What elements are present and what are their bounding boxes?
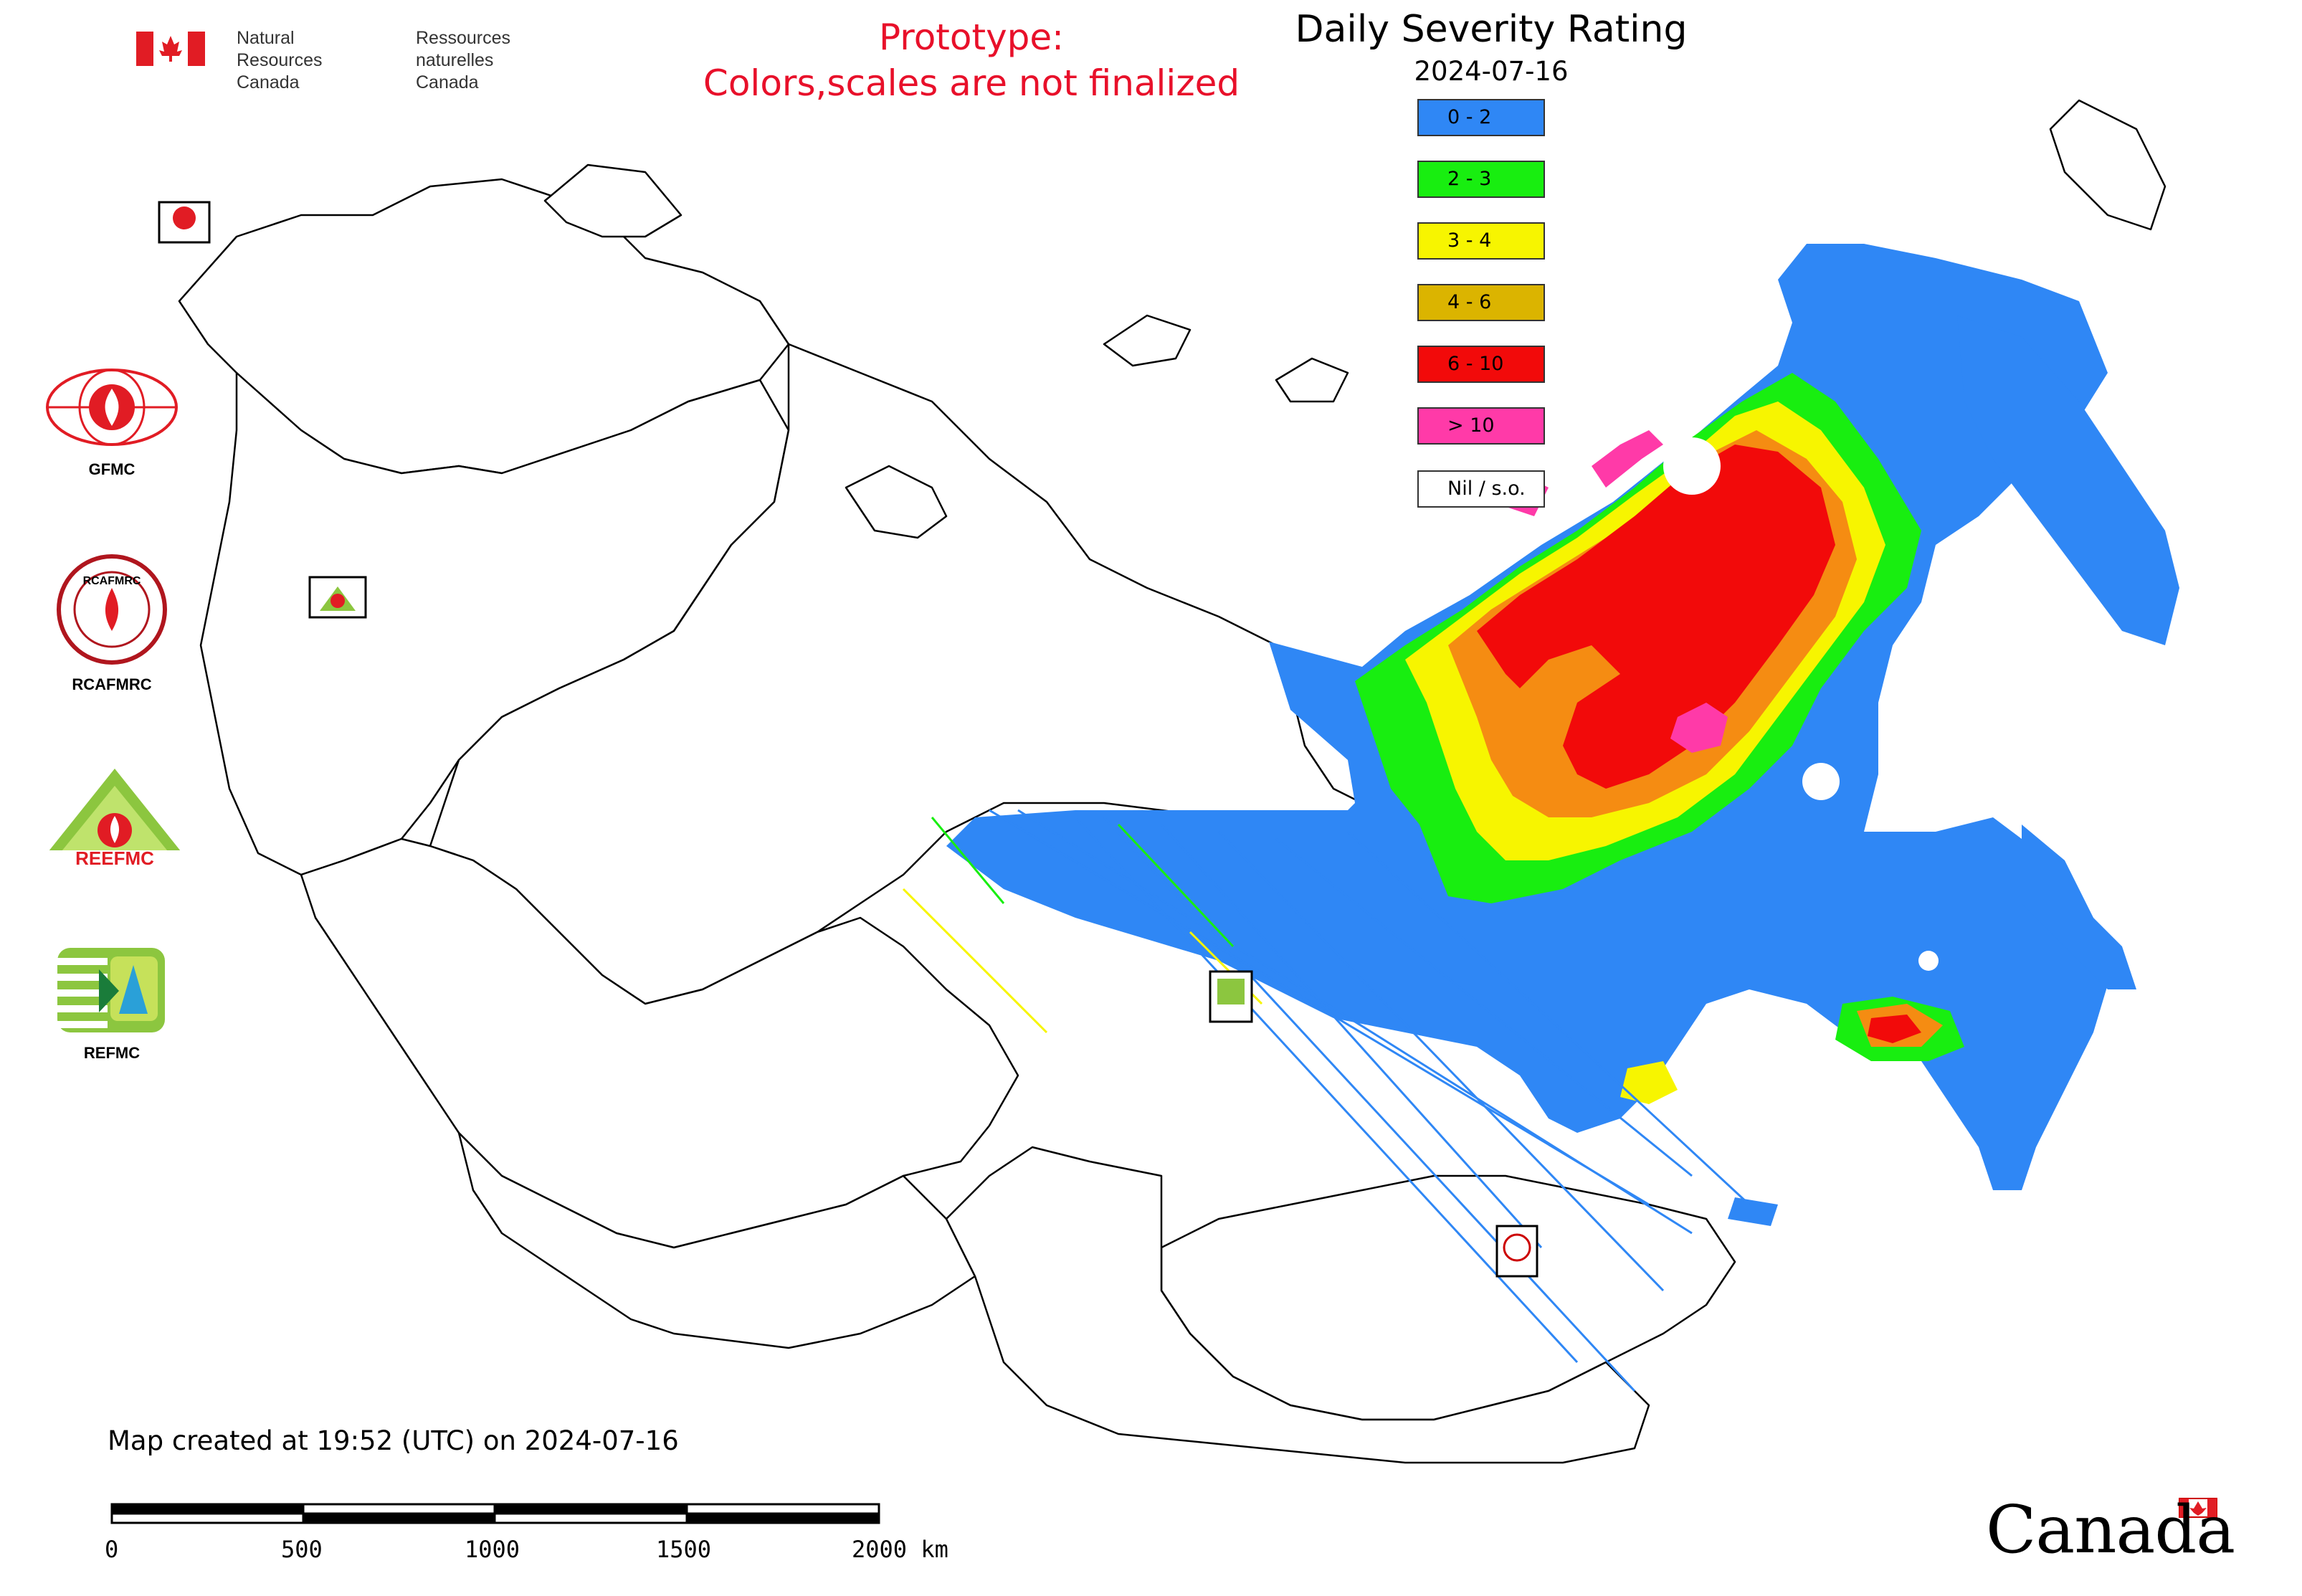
map-date: 2024-07-16 — [1414, 56, 1569, 87]
refmc-logo: REFMC — [47, 944, 176, 1063]
scale-tick-2000: 2000 km — [852, 1536, 948, 1563]
scale-tick-0: 0 — [105, 1536, 119, 1563]
department-name-fr: Ressources naturelles Canada — [416, 28, 510, 92]
gfmc-emblem-icon — [46, 369, 178, 446]
refmc-emblem-icon — [57, 948, 165, 1032]
reefmc-logo: REEFMC — [36, 766, 194, 878]
svg-text:REEFMC: REEFMC — [75, 847, 154, 869]
created-timestamp: Map created at 19:52 (UTC) on 2024-07-16 — [108, 1425, 679, 1456]
canada-wordmark-flag — [2179, 1498, 2217, 1518]
refmc-label: REFMC — [83, 1044, 141, 1062]
map-title: Daily Severity Rating — [1295, 8, 1688, 51]
legend-item: 0 - 2 — [1417, 99, 1545, 136]
scale-tick-500: 500 — [281, 1536, 323, 1563]
legend-item: Nil / s.o. — [1417, 470, 1545, 508]
svg-text:RCAFMRC: RCAFMRC — [83, 575, 141, 587]
country-borders — [178, 99, 2167, 1464]
rcafmrc-label: RCAFMRC — [72, 675, 152, 693]
gfmc-label: GFMC — [88, 460, 135, 478]
rcafmrc-logo: RCAFMRC RCAFMRC — [54, 552, 169, 694]
legend-item: 2 - 3 — [1417, 161, 1545, 198]
legend-item: 3 - 4 — [1417, 222, 1545, 260]
legend-item: > 10 — [1417, 407, 1545, 445]
reefmc-emblem-icon: REEFMC — [39, 769, 191, 869]
scale-bar — [110, 1503, 880, 1524]
severity-raster — [902, 244, 2179, 1392]
scale-tick-1500: 1500 — [656, 1536, 712, 1563]
scale-tick-1000: 1000 — [465, 1536, 520, 1563]
legend-item: 6 - 10 — [1417, 346, 1545, 383]
canada-wordmark: Canada — [1986, 1491, 2235, 1568]
canada-flag-icon — [136, 32, 205, 66]
rcafmrc-emblem-icon: RCAFMRC — [57, 554, 167, 665]
prototype-notice: Prototype: Colors,scales are not finaliz… — [703, 16, 1240, 104]
legend-item: 4 - 6 — [1417, 284, 1545, 321]
gfmc-logo: GFMC — [40, 364, 184, 479]
department-name-en: Natural Resources Canada — [237, 28, 323, 92]
